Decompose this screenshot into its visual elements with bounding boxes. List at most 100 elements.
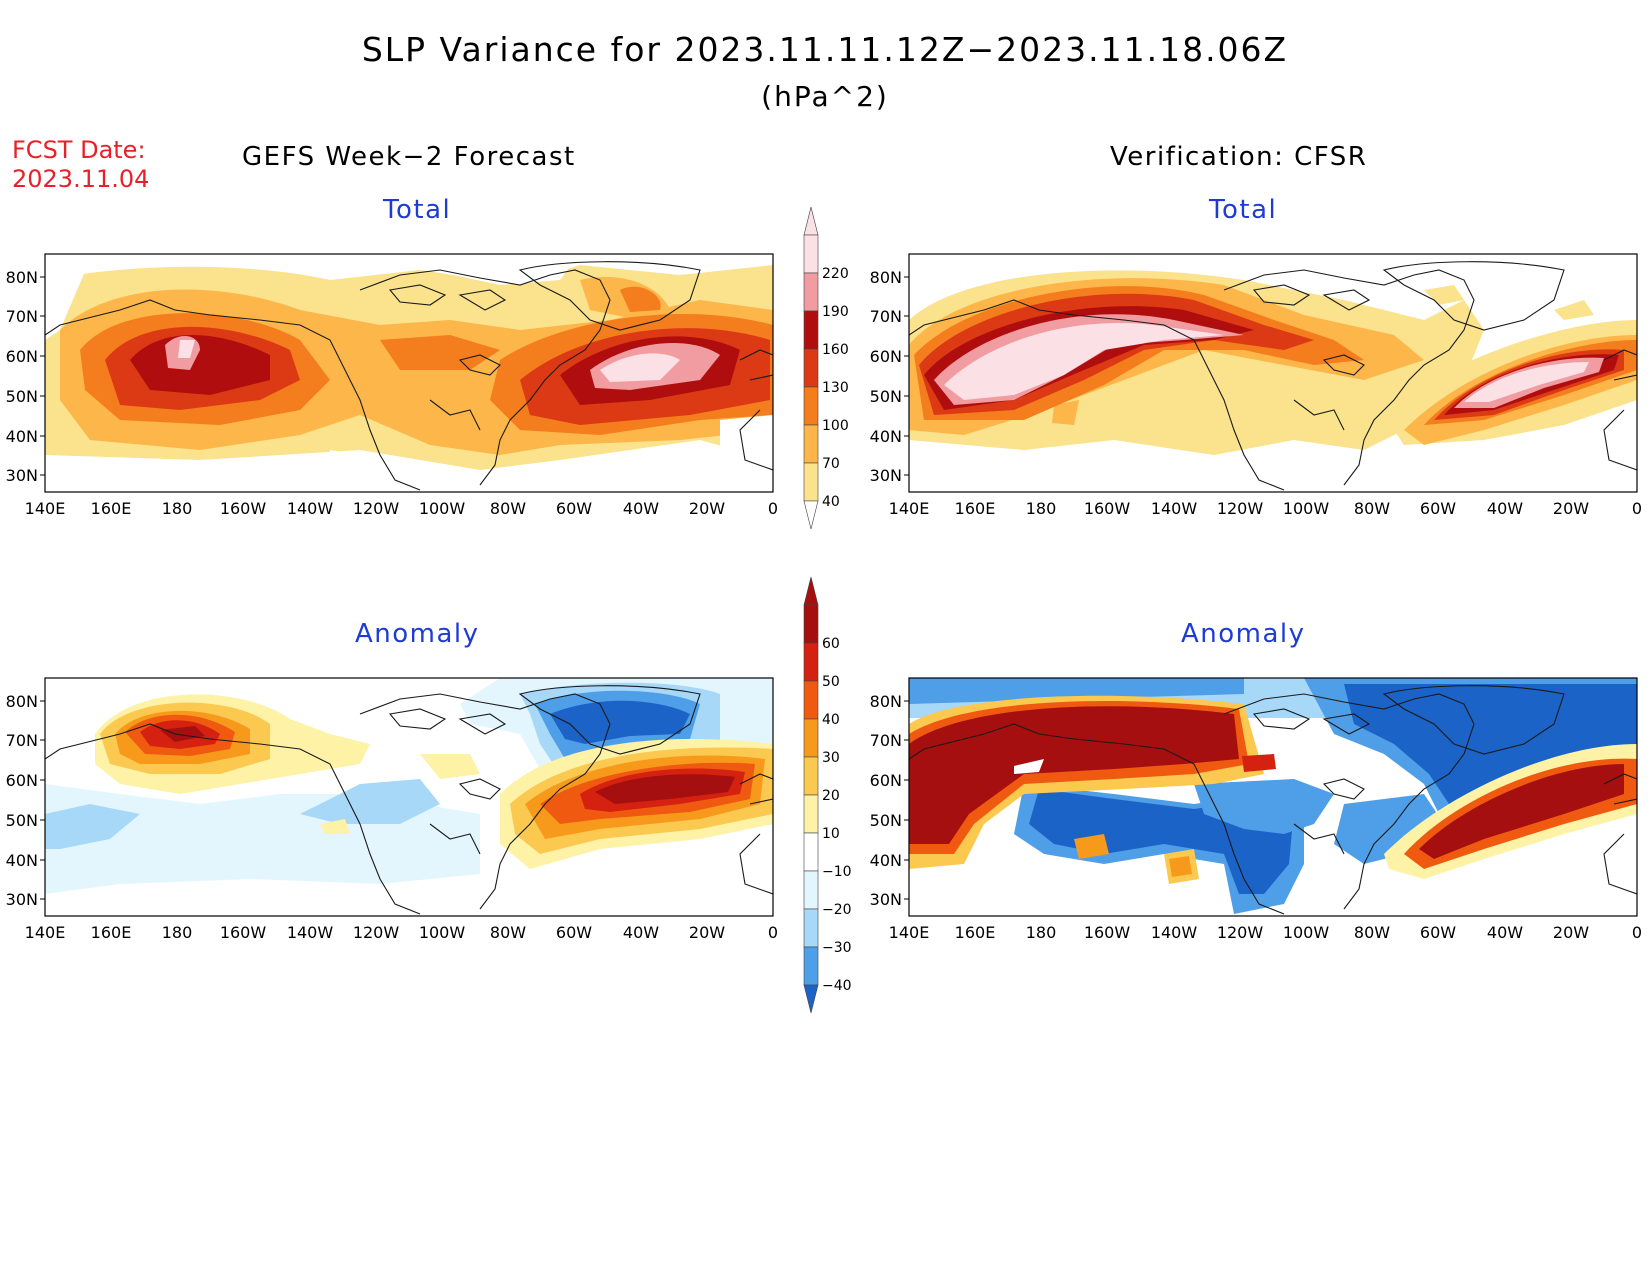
lon-label-120w: 120W [1217, 499, 1264, 518]
lon-label-160w: 160W [1084, 499, 1131, 518]
lat-label-60n: 60N [870, 347, 902, 366]
anomaly-colorbar-label: 60 [822, 636, 840, 652]
anomaly-colorbar: 60 50 40 30 20 10 −10 −20 −30 −40 [803, 576, 852, 1014]
lon-labels: 140E 160E 180 160W 140W 120W 100W 80W 60… [25, 923, 778, 942]
lat-label-60n: 60N [6, 771, 38, 790]
lon-label-160e: 160E [91, 499, 132, 518]
total-colorbar-swatch [803, 310, 819, 350]
lon-label-160e: 160E [91, 923, 132, 942]
lat-label-50n: 50N [6, 811, 38, 830]
lat-label-40n: 40N [6, 851, 38, 870]
total-colorbar: 40 70 100 130 160 190 220 [803, 206, 849, 530]
lon-label-100w: 100W [1283, 499, 1330, 518]
anomaly-colorbar-top-arrow [803, 576, 819, 606]
fcst-label: FCST Date: [12, 136, 146, 164]
anomaly-colorbar-bottom-arrow [803, 984, 819, 1014]
lon-label-80w: 80W [490, 923, 526, 942]
lon-label-140e: 140E [25, 499, 66, 518]
lon-label-160e: 160E [955, 499, 996, 518]
total-colorbar-label: 220 [822, 266, 849, 282]
lat-label-70n: 70N [6, 731, 38, 750]
lat-label-50n: 50N [870, 387, 902, 406]
anomaly-colorbar-swatch [803, 794, 819, 834]
lat-label-80n: 80N [6, 692, 38, 711]
total-label-left: Total [383, 195, 452, 225]
lon-label-100w: 100W [419, 499, 466, 518]
anomaly-label-left: Anomaly [355, 619, 480, 649]
anomaly-colorbar-swatch [803, 870, 819, 910]
lon-labels: 140E 160E 180 160W 140W 120W 100W 80W 60… [889, 923, 1642, 942]
figure-title: SLP Variance for 2023.11.11.12Z−2023.11.… [361, 30, 1289, 69]
lat-label-70n: 70N [870, 731, 902, 750]
lat-label-50n: 50N [6, 387, 38, 406]
lon-label-140e: 140E [889, 923, 930, 942]
lon-label-60w: 60W [1420, 923, 1456, 942]
lon-label-120w: 120W [353, 923, 400, 942]
anomaly-colorbar-label: −30 [822, 940, 852, 956]
lon-label-140w: 140W [1151, 499, 1198, 518]
lon-label-0: 0 [1632, 923, 1642, 942]
verification-total-map: 80N 70N 60N 50N 40N 30N 140E 160E 180 16… [870, 253, 1642, 518]
lon-label-180: 180 [162, 923, 193, 942]
lon-label-100w: 100W [1283, 923, 1330, 942]
total-colorbar-label: 130 [822, 380, 849, 396]
lon-label-120w: 120W [353, 499, 400, 518]
total-label-right: Total [1209, 195, 1278, 225]
lat-label-70n: 70N [6, 307, 38, 326]
lat-labels: 80N 70N 60N 50N 40N 30N [6, 692, 38, 909]
figure-units: (hPa^2) [761, 80, 889, 113]
lon-label-0: 0 [1632, 499, 1642, 518]
lat-label-80n: 80N [870, 692, 902, 711]
fcst-date-block: FCST Date: 2023.11.04 [12, 136, 149, 194]
forecast-anomaly-map: 80N 70N 60N 50N 40N 30N 140E 160E 180 16… [6, 677, 778, 942]
right-heading: Verification: CFSR [1110, 142, 1368, 172]
lon-label-120w: 120W [1217, 923, 1264, 942]
lon-label-20w: 20W [689, 499, 725, 518]
anomaly-colorbar-label: 30 [822, 750, 840, 766]
lon-label-180: 180 [1026, 923, 1057, 942]
lat-label-30n: 30N [6, 890, 38, 909]
lon-label-40w: 40W [623, 923, 659, 942]
total-colorbar-label: 160 [822, 342, 849, 358]
total-colorbar-swatch [803, 424, 819, 464]
lon-label-60w: 60W [556, 499, 592, 518]
lon-label-140w: 140W [287, 499, 334, 518]
total-colorbar-top-arrow [803, 206, 819, 236]
anomaly-colorbar-swatch [803, 832, 819, 872]
lat-label-60n: 60N [870, 771, 902, 790]
lat-label-30n: 30N [870, 890, 902, 909]
lat-ticks [40, 276, 45, 476]
lon-label-140e: 140E [25, 923, 66, 942]
lon-label-140w: 140W [1151, 923, 1198, 942]
lon-label-0: 0 [768, 499, 778, 518]
anomaly-colorbar-swatch [803, 604, 819, 644]
lon-label-100w: 100W [419, 923, 466, 942]
total-colorbar-label: 190 [822, 304, 849, 320]
lat-labels: 80N 70N 60N 50N 40N 30N [870, 268, 902, 485]
anomaly-colorbar-label: 10 [822, 826, 840, 842]
total-colorbar-swatch [803, 234, 819, 274]
lon-label-140e: 140E [889, 499, 930, 518]
lat-label-60n: 60N [6, 347, 38, 366]
lat-label-40n: 40N [870, 851, 902, 870]
lat-label-80n: 80N [870, 268, 902, 287]
total-colorbar-label: 40 [822, 494, 840, 510]
lon-labels: 140E 160E 180 160W 140W 120W 100W 80W 60… [889, 499, 1642, 518]
lon-label-20w: 20W [1553, 923, 1589, 942]
lat-labels: 80N 70N 60N 50N 40N 30N [870, 692, 902, 909]
lon-label-0: 0 [768, 923, 778, 942]
anomaly-colorbar-swatch [803, 908, 819, 948]
total-colorbar-label: 100 [822, 418, 849, 434]
total-colorbar-labels: 40 70 100 130 160 190 220 [822, 266, 849, 510]
anomaly-colorbar-swatches [803, 576, 819, 1014]
anomaly-colorbar-label: −10 [822, 864, 852, 880]
lon-label-80w: 80W [1354, 923, 1390, 942]
lon-label-60w: 60W [1420, 499, 1456, 518]
lat-label-40n: 40N [870, 427, 902, 446]
anomaly-colorbar-swatch [803, 642, 819, 682]
total-colorbar-swatch [803, 348, 819, 388]
lat-label-70n: 70N [870, 307, 902, 326]
lon-label-80w: 80W [1354, 499, 1390, 518]
lon-label-80w: 80W [490, 499, 526, 518]
lat-labels: 80N 70N 60N 50N 40N 30N [6, 268, 38, 485]
